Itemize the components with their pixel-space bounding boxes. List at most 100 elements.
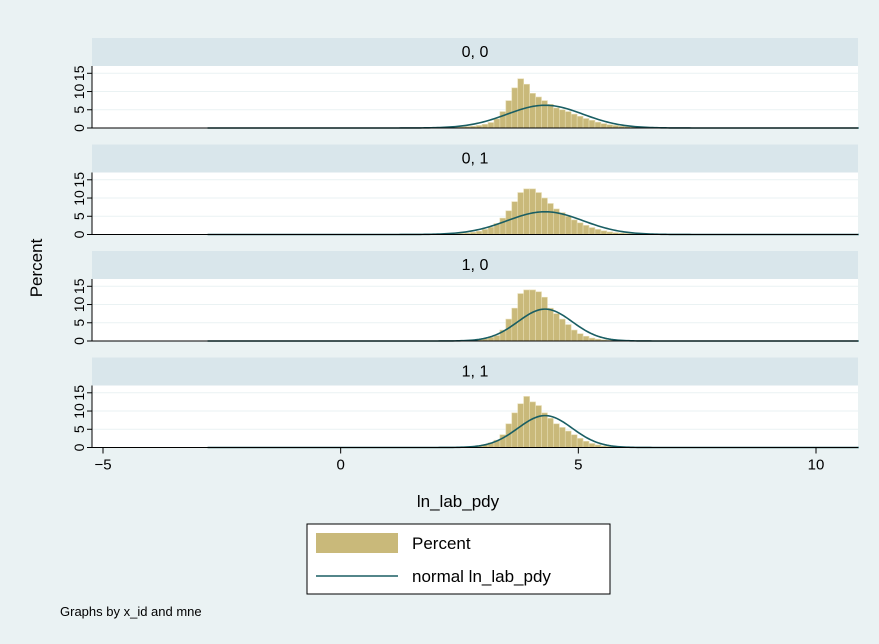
histogram-bar	[553, 313, 560, 342]
histogram-bar	[570, 434, 578, 448]
x-tick-label: 5	[574, 457, 582, 474]
panels-layer: 0, 0 0 5 10 15 0, 1 0 5 10 15 1, 0 0 5 10 15 1, 1 0 5 10 15	[71, 38, 859, 451]
histogram-bar	[564, 215, 572, 235]
histogram-bar	[582, 335, 590, 342]
histogram-bar	[535, 96, 542, 129]
histogram-bar	[582, 225, 590, 235]
panel-strip	[92, 251, 858, 279]
y-tick-label: 10	[71, 190, 87, 206]
y-tick-label: 5	[71, 106, 87, 114]
histogram-bar	[600, 230, 608, 235]
y-tick-label: 15	[71, 172, 87, 188]
panel-2: 1, 0 0 5 10 15	[71, 251, 859, 345]
histogram-bar	[529, 289, 536, 342]
y-tick-label: 10	[71, 84, 87, 100]
histogram-bar	[517, 192, 524, 235]
panel-0: 0, 0 0 5 10 15	[71, 38, 859, 132]
histogram-bar	[576, 222, 584, 235]
panel-plot-area	[92, 385, 858, 448]
y-axis-label: Percent	[27, 238, 46, 297]
histogram-bar	[576, 438, 584, 448]
y-tick-label: 15	[71, 65, 87, 81]
y-tick-label: 0	[71, 230, 87, 238]
histogram-bar	[523, 83, 530, 129]
panel-strip	[92, 38, 858, 66]
histogram-bar	[517, 78, 524, 129]
histogram-bar	[505, 210, 513, 235]
panel-title: 0, 1	[462, 151, 489, 168]
histogram-bar	[576, 333, 584, 342]
histogram-bar	[499, 111, 507, 129]
histogram-bar	[547, 203, 554, 235]
histogram-bar	[570, 219, 578, 235]
panel-plot-area	[92, 66, 858, 128]
histogram-bar	[529, 401, 536, 448]
histogram-bar	[559, 109, 566, 129]
x-tick-label: −5	[94, 457, 111, 474]
histogram-bar	[564, 111, 572, 129]
y-tick-label: 10	[71, 297, 87, 313]
histogram-bar	[582, 118, 590, 129]
histogram-bar	[535, 291, 542, 342]
histogram-bar	[559, 212, 566, 235]
histogram-bar	[588, 443, 596, 448]
histogram-bar	[499, 217, 507, 235]
histogram-bar	[529, 188, 536, 235]
panel-plot-area	[92, 279, 858, 341]
histogram-bar	[559, 318, 566, 342]
legend-label-percent: Percent	[412, 534, 471, 553]
histogram-bar	[588, 120, 596, 129]
legend-bar-swatch	[316, 533, 398, 553]
graph-note: Graphs by x_id and mne	[60, 604, 202, 619]
histogram-bar	[493, 335, 501, 342]
y-tick-label: 15	[71, 385, 87, 401]
histogram-bar	[600, 123, 608, 129]
panel-title: 1, 0	[462, 257, 489, 274]
histogram-bar	[493, 118, 501, 129]
histogram-bar	[588, 227, 596, 235]
panel-plot-area	[92, 172, 858, 235]
x-axis: −5 0 5 10	[94, 447, 825, 474]
histogram-bar	[564, 430, 572, 448]
histogram-bar	[487, 226, 495, 235]
histogram-bar	[481, 229, 489, 235]
histogram-bar	[564, 324, 572, 342]
panel-1: 0, 1 0 5 10 15	[71, 144, 859, 238]
y-tick-label: 10	[71, 403, 87, 419]
histogram-bar	[570, 113, 578, 129]
y-tick-label: 0	[71, 124, 87, 132]
histogram-bar	[553, 107, 560, 129]
panel-3: 1, 1 0 5 10 15	[71, 357, 859, 451]
histogram-bar	[541, 412, 548, 448]
x-tick-label: 10	[808, 457, 825, 474]
legend-label-normal: normal ln_lab_pdy	[412, 567, 551, 586]
histogram-bar	[487, 122, 495, 129]
histogram-bar	[553, 423, 560, 448]
y-tick-label: 5	[71, 212, 87, 220]
histogram-bar	[541, 197, 548, 235]
histogram-bar	[535, 192, 542, 235]
histogram-bar	[481, 124, 489, 129]
panel-title: 0, 0	[462, 44, 489, 61]
y-tick-label: 5	[71, 425, 87, 433]
histogram-bar	[582, 440, 590, 448]
histogram-bar	[594, 121, 602, 129]
histogram-bar	[559, 427, 566, 448]
x-axis-label: ln_lab_pdy	[417, 492, 500, 511]
panel-title: 1, 1	[462, 364, 489, 381]
histogram-bar	[547, 103, 554, 129]
histogram-bar	[594, 229, 602, 235]
histogram-bar	[511, 87, 519, 129]
histogram-bar	[547, 418, 554, 448]
panel-strip	[92, 144, 858, 173]
y-tick-label: 0	[71, 443, 87, 451]
histogram-bar	[547, 307, 554, 342]
histogram-bar	[570, 329, 578, 342]
histogram-bar	[535, 405, 542, 448]
y-tick-label: 15	[71, 278, 87, 294]
histogram-bar	[529, 93, 536, 129]
panel-strip	[92, 357, 858, 386]
y-tick-label: 5	[71, 319, 87, 327]
histogram-bar	[576, 116, 584, 129]
